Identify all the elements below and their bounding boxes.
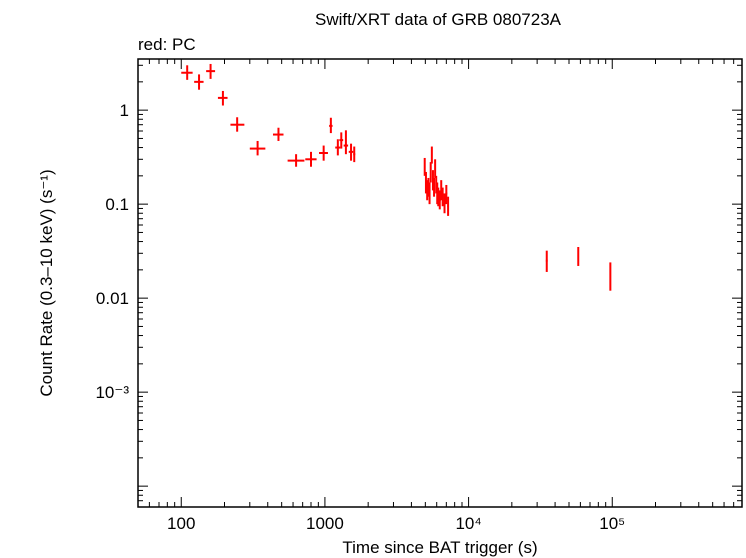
y-axis-label: Count Rate (0.3–10 keV) (s⁻¹) [37,169,56,396]
data-point [609,262,612,291]
data-point [434,159,437,178]
data-point [577,247,580,266]
y-tick-label: 1 [120,101,129,120]
data-point [428,182,431,205]
data-point [430,146,433,164]
data-point [194,74,204,90]
plot-frame [137,58,743,508]
data-point [447,196,450,216]
data-point [272,127,284,141]
data-point [319,145,328,161]
x-axis-ticks: 100 1000 10⁴ 10⁵ [137,59,743,533]
x-tick-label: 10⁴ [455,514,481,533]
data-point [305,151,317,167]
data-point [230,117,245,132]
data-point [545,250,548,272]
chart-subtitle: red: PC [138,35,196,54]
data-point [249,140,266,156]
chart-title: Swift/XRT data of GRB 080723A [315,10,562,29]
x-tick-label: 100 [167,514,195,533]
data-point [437,187,440,207]
data-point [206,63,216,79]
x-tick-label: 1000 [306,514,344,533]
y-tick-label: 0.1 [105,195,129,214]
data-point [445,184,448,205]
data-point [339,132,344,149]
y-axis-ticks: 1 0.1 0.01 10⁻³ [95,64,742,508]
data-point [343,130,349,155]
data-point [287,154,305,167]
y-tick-label: 0.01 [96,289,129,308]
x-axis-label: Time since BAT trigger (s) [342,538,537,557]
data-point [440,180,443,201]
data-point [433,177,436,197]
x-tick-label: 10⁵ [599,514,625,533]
y-tick-label: 10⁻³ [95,383,129,402]
data-point [353,146,356,163]
data-points [181,63,612,291]
data-point [348,143,354,161]
data-point [443,193,446,214]
plot-border [137,58,743,508]
data-point [329,117,333,134]
data-point [181,65,193,80]
data-point [335,139,341,156]
data-point [429,162,432,183]
data-point [217,90,228,106]
data-point [441,187,444,207]
data-point [423,157,426,176]
